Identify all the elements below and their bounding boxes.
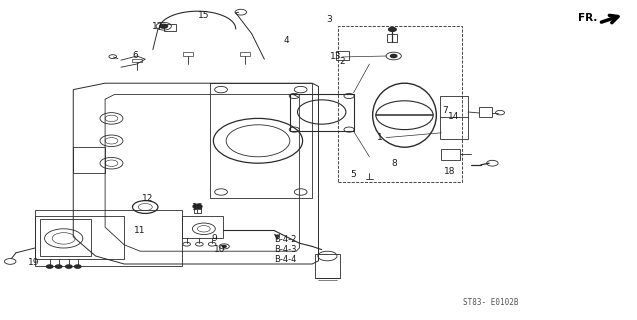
Bar bbox=[35, 210, 182, 266]
Text: 2: 2 bbox=[340, 57, 345, 66]
Text: 7: 7 bbox=[441, 106, 448, 115]
Text: 4: 4 bbox=[283, 36, 289, 45]
Circle shape bbox=[160, 24, 168, 28]
Circle shape bbox=[75, 265, 81, 268]
Bar bbox=[240, 52, 250, 56]
Text: 10: 10 bbox=[214, 245, 225, 254]
Text: 9: 9 bbox=[211, 234, 218, 243]
Bar bbox=[182, 216, 223, 238]
Text: 6: 6 bbox=[132, 51, 138, 60]
Bar bbox=[387, 34, 397, 42]
Bar bbox=[336, 51, 349, 60]
Bar bbox=[164, 24, 176, 31]
Bar bbox=[35, 216, 124, 259]
Text: FR.: FR. bbox=[578, 12, 598, 23]
Bar bbox=[315, 254, 340, 278]
Bar bbox=[40, 219, 91, 256]
Bar bbox=[441, 149, 460, 160]
Text: 8: 8 bbox=[391, 159, 397, 168]
Bar bbox=[132, 59, 142, 62]
Text: B-4-2: B-4-2 bbox=[274, 236, 296, 244]
Circle shape bbox=[390, 54, 397, 58]
Text: B-4-4: B-4-4 bbox=[274, 255, 296, 264]
Text: 12: 12 bbox=[142, 194, 154, 203]
Text: ST83- E0102B: ST83- E0102B bbox=[462, 298, 519, 307]
Text: 5: 5 bbox=[350, 170, 357, 179]
Text: B-4-3: B-4-3 bbox=[274, 245, 296, 254]
Bar bbox=[183, 52, 193, 56]
Bar bbox=[338, 26, 462, 182]
Bar bbox=[290, 94, 354, 131]
Text: 16: 16 bbox=[192, 203, 203, 212]
Text: 18: 18 bbox=[444, 167, 455, 176]
Text: 14: 14 bbox=[448, 112, 459, 121]
Text: 17: 17 bbox=[152, 22, 163, 31]
Bar bbox=[73, 147, 105, 173]
Circle shape bbox=[55, 265, 62, 268]
Circle shape bbox=[66, 265, 72, 268]
Circle shape bbox=[193, 204, 202, 209]
Circle shape bbox=[222, 245, 226, 247]
Bar bbox=[479, 107, 492, 117]
Text: 13: 13 bbox=[330, 52, 341, 61]
Bar bbox=[440, 96, 468, 139]
Circle shape bbox=[47, 265, 53, 268]
Bar bbox=[194, 208, 201, 213]
Text: 11: 11 bbox=[134, 226, 145, 235]
Text: 3: 3 bbox=[326, 15, 332, 24]
Text: 19: 19 bbox=[28, 258, 39, 267]
Circle shape bbox=[389, 28, 396, 31]
Text: 15: 15 bbox=[198, 11, 210, 20]
Text: 1: 1 bbox=[376, 133, 383, 142]
